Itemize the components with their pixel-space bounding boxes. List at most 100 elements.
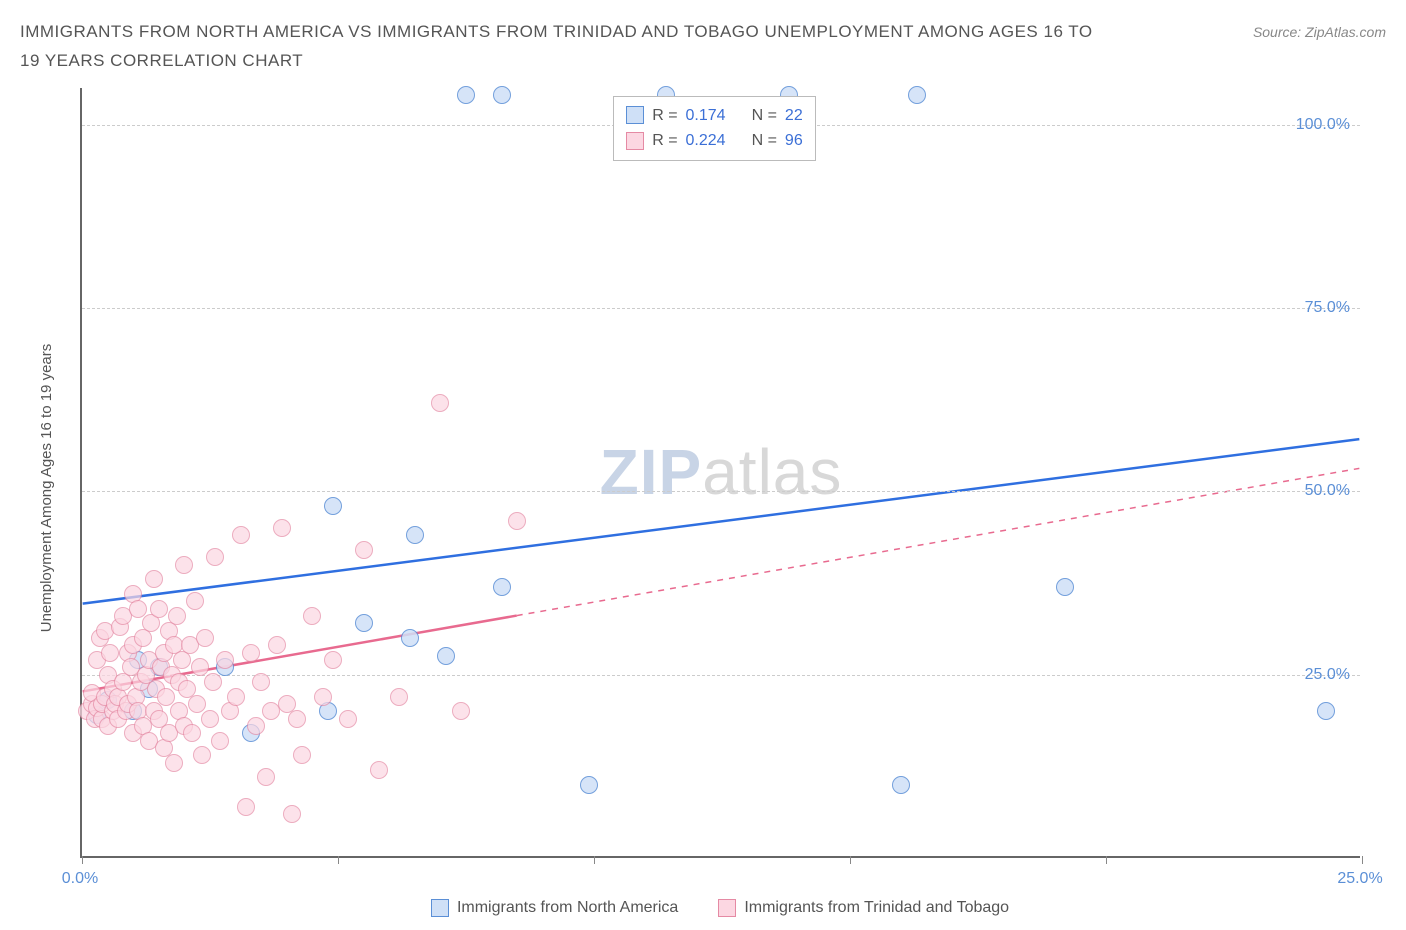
data-point — [216, 658, 234, 676]
data-point — [124, 702, 142, 720]
data-point — [908, 86, 926, 104]
data-point — [580, 776, 598, 794]
data-point — [324, 497, 342, 515]
data-point — [186, 592, 204, 610]
r-label: R = — [652, 128, 677, 154]
n-value: 96 — [785, 128, 803, 154]
data-point — [124, 585, 142, 603]
data-point — [140, 680, 158, 698]
watermark-atlas: atlas — [702, 436, 842, 508]
data-point — [117, 702, 135, 720]
data-point — [129, 651, 147, 669]
data-point — [119, 644, 137, 662]
data-point — [170, 702, 188, 720]
data-point — [232, 526, 250, 544]
data-point — [283, 805, 301, 823]
data-point — [406, 526, 424, 544]
legend-swatch — [431, 899, 449, 917]
data-point — [78, 702, 96, 720]
data-point — [165, 636, 183, 654]
x-tick-mark — [338, 856, 339, 864]
legend-item: Immigrants from Trinidad and Tobago — [718, 892, 1009, 924]
data-point — [111, 618, 129, 636]
data-point — [142, 614, 160, 632]
data-point — [191, 658, 209, 676]
stats-row: R =0.174N =22 — [626, 103, 803, 129]
data-point — [140, 651, 158, 669]
data-point — [152, 658, 170, 676]
data-point — [104, 680, 122, 698]
data-point — [892, 776, 910, 794]
data-point — [314, 688, 332, 706]
data-point — [390, 688, 408, 706]
data-point — [242, 724, 260, 742]
r-value: 0.174 — [686, 103, 726, 129]
data-point — [211, 732, 229, 750]
data-point — [124, 724, 142, 742]
data-point — [247, 717, 265, 735]
n-label: N = — [752, 103, 777, 129]
y-axis-title: Unemployment Among Ages 16 to 19 years — [38, 344, 55, 633]
data-point — [175, 717, 193, 735]
series-swatch — [626, 106, 644, 124]
data-point — [324, 651, 342, 669]
data-point — [227, 688, 245, 706]
data-point — [183, 724, 201, 742]
data-point — [196, 629, 214, 647]
data-point — [129, 702, 147, 720]
watermark: ZIPatlas — [600, 435, 843, 509]
data-point — [257, 768, 275, 786]
n-label: N = — [752, 128, 777, 154]
data-point — [99, 717, 117, 735]
x-tick-mark — [850, 856, 851, 864]
data-point — [160, 724, 178, 742]
data-point — [99, 691, 117, 709]
data-point — [124, 636, 142, 654]
data-point — [129, 600, 147, 618]
data-point — [150, 658, 168, 676]
data-point — [188, 695, 206, 713]
data-point — [140, 732, 158, 750]
data-point — [175, 556, 193, 574]
trend-line-solid — [83, 616, 517, 692]
data-point — [160, 622, 178, 640]
data-point — [132, 673, 150, 691]
data-point — [127, 688, 145, 706]
data-point — [114, 607, 132, 625]
data-point — [206, 548, 224, 566]
legend-label: Immigrants from North America — [457, 899, 678, 917]
data-point — [101, 644, 119, 662]
data-point — [147, 680, 165, 698]
grid-line — [82, 308, 1360, 309]
data-point — [319, 702, 337, 720]
data-point — [83, 695, 101, 713]
legend-swatch — [718, 899, 736, 917]
data-point — [134, 629, 152, 647]
data-point — [119, 695, 137, 713]
data-point — [204, 673, 222, 691]
data-point — [262, 702, 280, 720]
plot-area: ZIPatlas 25.0%50.0%75.0%100.0%R =0.174N … — [80, 88, 1360, 858]
data-point — [355, 614, 373, 632]
data-point — [201, 710, 219, 728]
data-point — [221, 702, 239, 720]
legend-item: Immigrants from North America — [431, 892, 678, 924]
data-point — [109, 688, 127, 706]
data-point — [278, 695, 296, 713]
y-tick-label: 25.0% — [1305, 666, 1350, 684]
data-point — [242, 644, 260, 662]
data-point — [252, 673, 270, 691]
stats-box: R =0.174N =22R =0.224N =96 — [613, 96, 816, 161]
data-point — [91, 629, 109, 647]
data-point — [134, 717, 152, 735]
data-point — [493, 578, 511, 596]
y-tick-label: 100.0% — [1296, 116, 1350, 134]
data-point — [493, 86, 511, 104]
data-point — [216, 651, 234, 669]
data-point — [370, 761, 388, 779]
x-tick-mark — [594, 856, 595, 864]
chart-container: Unemployment Among Ages 16 to 19 years Z… — [20, 88, 1386, 918]
data-point — [86, 710, 104, 728]
data-point — [93, 695, 111, 713]
data-point — [355, 541, 373, 559]
